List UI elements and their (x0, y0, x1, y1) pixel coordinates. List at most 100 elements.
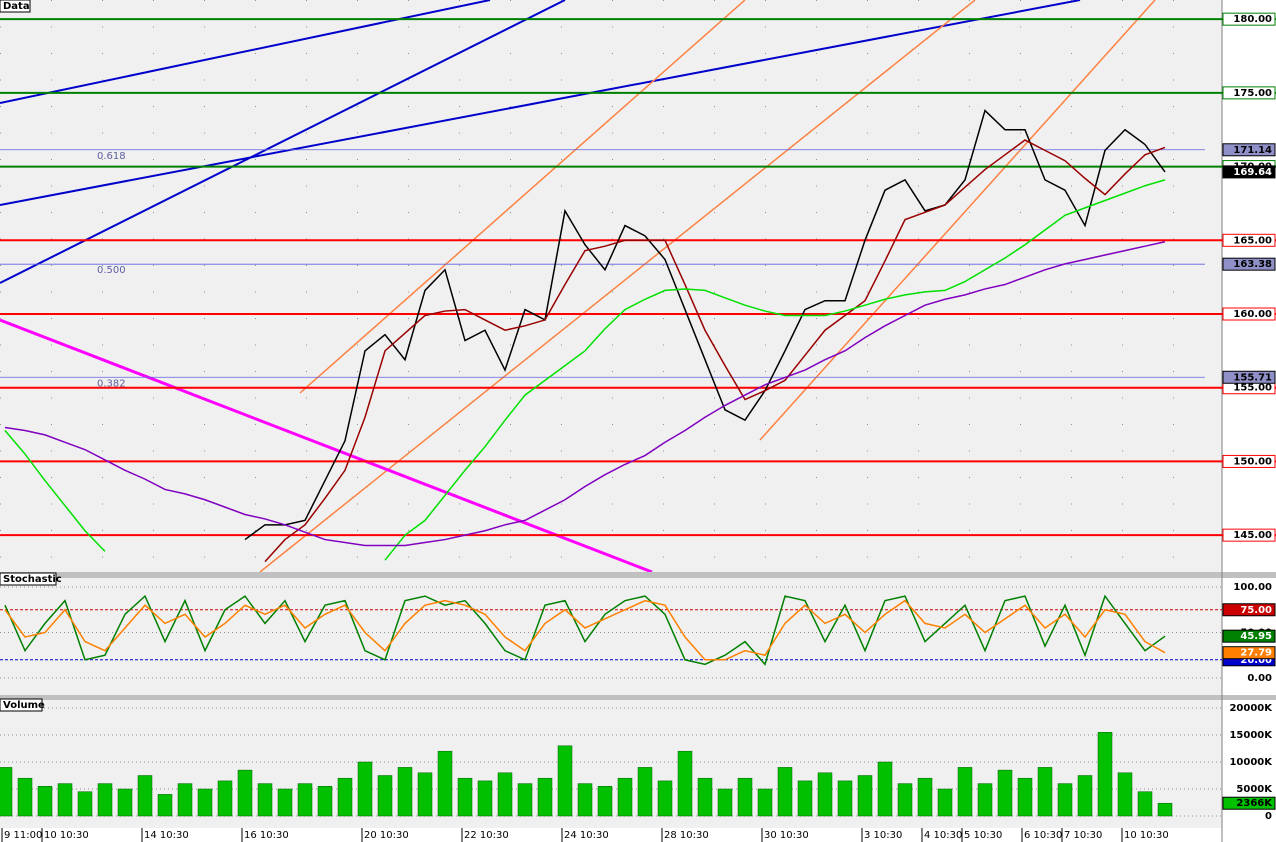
y-tick-label: 0.00 (1247, 673, 1272, 684)
volume-bar (357, 761, 373, 817)
dot-grid (0, 0, 1222, 572)
x-tick-label: 24 10:30 (564, 830, 609, 841)
volume-bar (177, 783, 193, 817)
volume-bar (257, 783, 273, 817)
volume-bar (1097, 732, 1113, 817)
volume-bar (557, 745, 573, 817)
volume-bar (437, 750, 453, 817)
level-tag: 165.00 (1233, 235, 1272, 246)
series-line (264, 139, 1166, 563)
separator (0, 695, 1276, 700)
trend-line (0, 0, 1081, 206)
trend-line (0, 318, 653, 572)
level-tag-box (1222, 603, 1276, 617)
volume-bar (777, 767, 793, 817)
volume-bar (897, 783, 913, 817)
x-tick-label: 6 10:30 (1024, 830, 1062, 841)
volume-bar (0, 767, 13, 817)
volume-bar (337, 777, 353, 817)
volume-bar (637, 767, 653, 817)
volume-bar (957, 767, 973, 817)
x-tick-label: 20 10:30 (364, 830, 409, 841)
last-value-tag-box (1222, 646, 1276, 660)
volume-bar (1117, 772, 1133, 817)
volume-bar (1137, 791, 1153, 817)
volume-bar (797, 780, 813, 817)
level-tag-box (1222, 528, 1276, 542)
fib-ratio: 0.382 (97, 378, 126, 389)
volume-bar (1037, 767, 1053, 817)
last-price-tag-box (1222, 165, 1276, 179)
volume-bar (537, 777, 553, 817)
level-tag: 155.00 (1233, 383, 1272, 394)
x-tick-label: 5 10:30 (964, 830, 1002, 841)
volume-bar (677, 750, 693, 817)
volume-bar (77, 791, 93, 817)
volume-bar (97, 783, 113, 817)
panel-title: Data (3, 1, 30, 12)
volume-bar (17, 777, 33, 817)
series-line (4, 599, 1166, 661)
level-tag: 175.00 (1233, 88, 1272, 99)
level-tag: 180.00 (1233, 14, 1272, 25)
volume-bar (837, 780, 853, 817)
last-value-tag: 45.95 (1240, 631, 1272, 642)
volume-bar (1057, 783, 1073, 817)
fib-tag: 155.71 (1233, 372, 1272, 383)
level-tag: 20.00 (1240, 655, 1272, 666)
volume-bar (1157, 802, 1173, 817)
volume-bar (757, 788, 773, 817)
last-value-tag-box (1222, 796, 1276, 810)
level-tag-box (1222, 454, 1276, 468)
volume-bar (737, 777, 753, 817)
stochastic-layer (0, 586, 1222, 679)
x-tick-label: 4 10:30 (924, 830, 962, 841)
last-value-tag: 27.79 (1240, 648, 1272, 659)
panel-title-box (0, 698, 43, 712)
volume-bar (1017, 777, 1033, 817)
level-tag: 160.00 (1233, 309, 1272, 320)
level-tag: 145.00 (1233, 530, 1272, 541)
x-tick-label: 16 10:30 (244, 830, 289, 841)
volume-bar (937, 788, 953, 817)
volume-bar (577, 783, 593, 817)
level-tag-box (1222, 86, 1276, 100)
volume-bar (697, 777, 713, 817)
x-tick-label: 10 10:30 (1124, 830, 1169, 841)
fib-ratio: 0.500 (97, 265, 126, 276)
volume-bar (317, 786, 333, 817)
axis-layer: 180.00175.00170.00165.00160.00155.00150.… (1, 12, 1276, 842)
volume-bar (857, 775, 873, 817)
x-tick-label: 10 10:30 (44, 830, 89, 841)
volume-bar (917, 777, 933, 817)
volume-bar (717, 788, 733, 817)
volume-bar (657, 780, 673, 817)
fib-tag-box (1222, 370, 1276, 384)
volume-bar (277, 788, 293, 817)
fib-tag-box (1222, 257, 1276, 271)
x-tick-label: 14 10:30 (144, 830, 189, 841)
last-value-tag: 2366K (1236, 798, 1273, 809)
fib-tag-box (1222, 143, 1276, 157)
channel-line (759, 0, 1156, 441)
x-tick-label: 22 10:30 (464, 830, 509, 841)
volume-bar (977, 783, 993, 817)
x-tick-label: 9 11:00 (4, 830, 42, 841)
level-tag-box (1222, 12, 1276, 26)
trend-line (0, 0, 491, 104)
y-tick-label: 15000K (1229, 730, 1273, 741)
panel-title: Stochastic (3, 574, 62, 585)
series-line (4, 241, 1166, 547)
panel-title-box (0, 572, 57, 586)
channel-line (299, 0, 746, 394)
volume-bar (157, 794, 173, 817)
volume-bar (197, 788, 213, 817)
volume-bar (37, 786, 53, 817)
fib-tag: 171.14 (1233, 145, 1272, 156)
fib-ratio: 0.618 (97, 151, 126, 162)
x-tick-label: 3 10:30 (864, 830, 902, 841)
volume-bar (397, 767, 413, 817)
level-tag: 150.00 (1233, 456, 1272, 467)
y-tick-label: 0 (1265, 811, 1272, 822)
